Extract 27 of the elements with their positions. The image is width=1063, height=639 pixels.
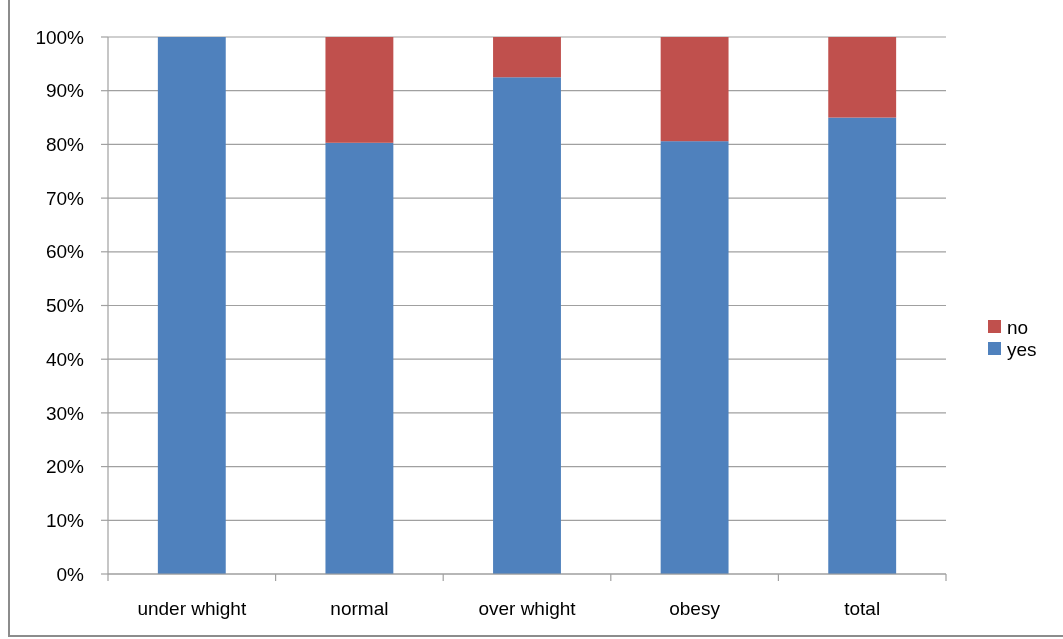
bar (828, 117, 897, 574)
bar (493, 37, 561, 78)
bar (325, 37, 394, 143)
x-tick-label: total (844, 597, 881, 619)
y-tick-label: 30% (45, 402, 85, 424)
x-tick-label: normal (330, 597, 389, 619)
y-tick-label: 50% (45, 295, 85, 317)
y-tick-label: 90% (45, 80, 85, 102)
y-tick-label: 100% (35, 26, 85, 48)
y-tick-label: 60% (45, 241, 85, 263)
y-tick-label: 40% (45, 348, 85, 370)
y-tick-label: 80% (45, 134, 85, 156)
bar (660, 141, 729, 574)
y-tick-label: 70% (45, 187, 85, 209)
y-tick-label: 20% (45, 456, 85, 478)
y-tick-label: 10% (45, 509, 85, 531)
x-tick-label: obesy (669, 597, 721, 619)
bar (828, 37, 897, 118)
bar (493, 77, 561, 574)
legend-label: no (1007, 316, 1029, 338)
bar (325, 142, 394, 574)
bar (157, 37, 226, 574)
x-tick-label: over whight (478, 597, 577, 619)
legend-label: yes (1007, 338, 1037, 360)
x-tick-label: under whight (137, 597, 247, 619)
bar (660, 37, 729, 142)
y-tick-label: 0% (56, 563, 85, 585)
